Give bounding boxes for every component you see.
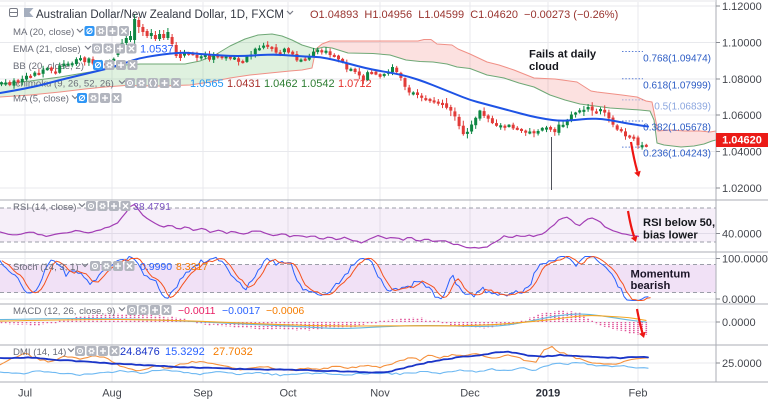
svg-text:38.4791: 38.4791 xyxy=(133,201,171,213)
svg-text:Dec: Dec xyxy=(460,388,480,400)
svg-text:MA (5, close): MA (5, close) xyxy=(13,94,69,105)
svg-text:Momentum: Momentum xyxy=(631,269,691,281)
svg-text:Ichimoku (9, 26, 52, 26): Ichimoku (9, 26, 52, 26) xyxy=(13,79,114,90)
svg-text:bias lower: bias lower xyxy=(643,230,698,242)
svg-text:Sep: Sep xyxy=(193,388,213,400)
svg-text:25.0000: 25.0000 xyxy=(722,358,762,370)
svg-text:1.0565: 1.0565 xyxy=(190,78,224,90)
svg-text:1.10000: 1.10000 xyxy=(722,38,762,50)
svg-text:1.08000: 1.08000 xyxy=(722,74,762,86)
svg-text:Fails at daily: Fails at daily xyxy=(529,49,597,61)
svg-text:15.3292: 15.3292 xyxy=(165,346,205,358)
svg-text:1.06000: 1.06000 xyxy=(722,110,762,122)
svg-text:1.0462: 1.0462 xyxy=(264,78,298,90)
svg-text:0.768(1.09474): 0.768(1.09474) xyxy=(643,54,711,65)
svg-text:DMI (14, 14): DMI (14, 14) xyxy=(13,347,66,358)
svg-text:Stoch (14, 3, 1): Stoch (14, 3, 1) xyxy=(13,262,79,273)
svg-text:RSI below 50,: RSI below 50, xyxy=(643,217,715,229)
svg-text:2019: 2019 xyxy=(536,388,560,400)
svg-text:RSI (14, close): RSI (14, close) xyxy=(13,202,76,213)
svg-text:EMA (21, close): EMA (21, close) xyxy=(13,44,81,55)
svg-text:O1.04893 H1.04956 L1.04599: O1.04893 H1.04956 L1.04599 C1.04620 −0.0… xyxy=(310,9,618,21)
svg-text:−0.0011: −0.0011 xyxy=(178,305,216,317)
svg-text:0.5(1.06839): 0.5(1.06839) xyxy=(654,102,711,113)
svg-text:27.7032: 27.7032 xyxy=(213,346,253,358)
svg-text:0.382(1.05678): 0.382(1.05678) xyxy=(643,123,711,134)
svg-text:8.3317: 8.3317 xyxy=(176,261,208,273)
svg-text:1.0542: 1.0542 xyxy=(301,78,335,90)
svg-text:1.04000: 1.04000 xyxy=(722,147,762,159)
svg-text:MACD (12, 26, close, 9): MACD (12, 26, close, 9) xyxy=(13,306,115,317)
svg-text:Aug: Aug xyxy=(102,388,122,400)
svg-text:24.8476: 24.8476 xyxy=(120,346,160,358)
svg-text:Jul: Jul xyxy=(18,388,32,400)
svg-text:−0.0017: −0.0017 xyxy=(222,305,260,317)
svg-text:40.0000: 40.0000 xyxy=(722,229,762,241)
svg-text:1.02000: 1.02000 xyxy=(722,183,762,195)
svg-text:bearish: bearish xyxy=(631,280,671,292)
svg-text:Australian Dollar/New Zealand: Australian Dollar/New Zealand Dollar, 1D… xyxy=(36,9,284,21)
svg-text:1.0537: 1.0537 xyxy=(140,44,174,56)
svg-text:0.0000: 0.0000 xyxy=(722,294,756,306)
svg-text:Feb: Feb xyxy=(629,388,648,400)
svg-text:Nov: Nov xyxy=(370,388,390,400)
svg-text:0.0000: 0.0000 xyxy=(722,317,756,329)
svg-text:BB (20, close, 2): BB (20, close, 2) xyxy=(13,61,84,72)
svg-text:−0.0006: −0.0006 xyxy=(266,305,304,317)
svg-text:100.0000: 100.0000 xyxy=(722,254,768,266)
svg-text:0.9990: 0.9990 xyxy=(140,261,172,273)
svg-text:Oct: Oct xyxy=(279,388,296,400)
svg-text:0.236(1.04243): 0.236(1.04243) xyxy=(643,149,711,160)
svg-text:cloud: cloud xyxy=(529,61,559,73)
svg-text:MA (20, close): MA (20, close) xyxy=(13,27,74,38)
svg-text:0.618(1.07999): 0.618(1.07999) xyxy=(643,81,711,92)
svg-text:1.0431: 1.0431 xyxy=(227,78,261,90)
svg-text:1.12000: 1.12000 xyxy=(722,1,762,13)
svg-text:1.04620: 1.04620 xyxy=(722,135,762,147)
